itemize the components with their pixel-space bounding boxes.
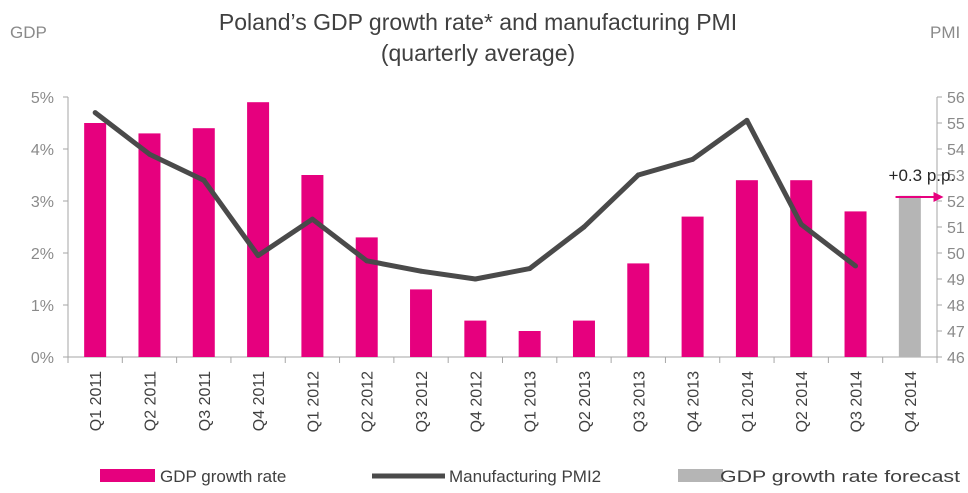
category-label: Q3 2012 (414, 371, 431, 432)
right-axis-label: PMI (930, 23, 960, 42)
left-tick-label: 0% (31, 350, 54, 367)
pmi-point (744, 117, 750, 123)
category-label: Q2 2013 (577, 371, 594, 432)
left-tick-label: 3% (31, 194, 54, 211)
category-label: Q4 2012 (468, 371, 485, 432)
annotation-label: +0.3 p.p. (889, 166, 956, 185)
gdp-bar (844, 211, 867, 357)
gdp-bar (681, 216, 704, 357)
gdp-forecast-bar (898, 195, 921, 357)
category-label: Q4 2011 (251, 371, 268, 431)
left-tick-label: 2% (31, 246, 54, 263)
right-tick-label: 53 (947, 168, 965, 185)
category-label: Q2 2014 (794, 371, 811, 432)
chart-title-line-2: (quarterly average) (381, 40, 575, 66)
category-label: Q2 2012 (360, 371, 377, 432)
pmi-point (201, 177, 207, 183)
left-axis-label: GDP (10, 23, 47, 42)
pmi-point (527, 266, 533, 272)
gdp-bar (464, 320, 487, 357)
left-tick-label: 1% (31, 298, 54, 315)
annotation-arrowhead (933, 192, 944, 202)
right-tick-label: 46 (947, 350, 965, 367)
pmi-point (635, 172, 641, 178)
gdp-bar (518, 331, 541, 357)
category-label: Q1 2013 (523, 371, 540, 432)
legend-swatch-gdp (100, 469, 155, 482)
right-tick-label: 54 (947, 142, 965, 159)
left-tick-label: 4% (31, 142, 54, 159)
gdp-bar (247, 102, 270, 357)
gdp-bar (410, 289, 433, 357)
chart-title-line-1: Poland’s GDP growth rate* and manufactur… (219, 9, 737, 35)
pmi-point (581, 224, 587, 230)
pmi-point (255, 253, 261, 259)
pmi-point (472, 276, 478, 282)
category-label: Q3 2013 (631, 371, 648, 432)
legend-label-forecast: GDP growth rate forecast (720, 467, 960, 486)
pmi-point (146, 151, 152, 157)
right-tick-label: 47 (947, 324, 965, 341)
pmi-point (309, 216, 315, 222)
legend-label-gdp: GDP growth rate (160, 467, 286, 486)
gdp-bar (790, 180, 813, 357)
pmi-point (418, 268, 424, 274)
gdp-bar (138, 133, 161, 357)
pmi-point (853, 263, 859, 269)
category-label: Q1 2012 (305, 371, 322, 432)
right-tick-label: 51 (947, 220, 965, 237)
category-label: Q1 2011 (88, 371, 105, 431)
legend-label-pmi: Manufacturing PMI2 (449, 467, 601, 486)
right-tick-label: 48 (947, 298, 965, 315)
category-label: Q3 2014 (849, 371, 866, 432)
pmi-point (92, 110, 98, 116)
plot-area: 0% 1% 2% 3% 4% 5% 46 47 48 49 50 51 52 53 54 55 56 Q1 201… (31, 90, 965, 432)
pmi-point (364, 258, 370, 264)
category-label: Q3 2011 (197, 371, 214, 431)
gdp-bar (627, 263, 650, 357)
gdp-bar (735, 180, 758, 357)
category-label: Q1 2014 (740, 371, 757, 432)
legend-swatch-forecast (678, 469, 723, 482)
left-tick-label: 5% (31, 90, 54, 107)
right-tick-label: 55 (947, 116, 965, 133)
pmi-point (798, 221, 804, 227)
pmi-point (690, 156, 696, 162)
category-label: Q4 2014 (903, 371, 920, 432)
right-tick-label: 52 (947, 194, 965, 211)
gdp-bar (355, 237, 378, 357)
category-label: Q2 2011 (142, 371, 159, 431)
gdp-bar (192, 128, 215, 357)
right-tick-label: 49 (947, 272, 965, 289)
gdp-bar (84, 123, 107, 357)
legend: GDP growth rate Manufacturing PMI2 GDP gro… (100, 467, 960, 486)
gdp-bar (572, 320, 595, 357)
gdp-bar (301, 175, 324, 357)
category-label: Q4 2013 (686, 371, 703, 432)
right-tick-label: 56 (947, 90, 965, 107)
right-tick-label: 50 (947, 246, 965, 263)
